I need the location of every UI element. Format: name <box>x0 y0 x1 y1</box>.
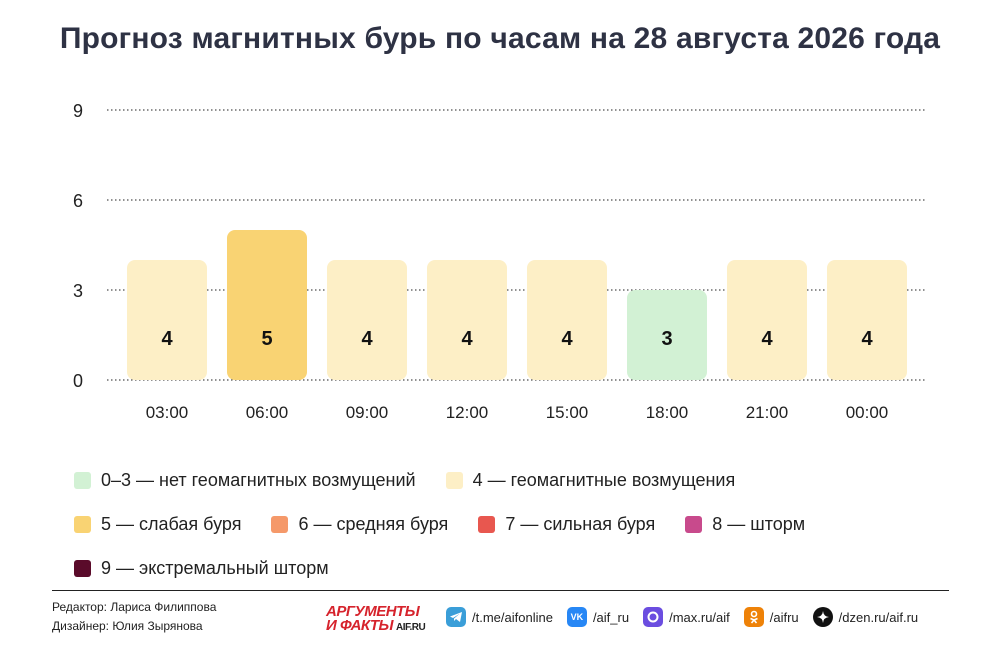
y-tick-label: 9 <box>73 101 83 121</box>
bar <box>527 260 607 380</box>
chart-title: Прогноз магнитных бурь по часам на 28 ав… <box>59 22 941 55</box>
vk-icon: VK <box>566 607 587 627</box>
legend-swatch <box>445 471 463 489</box>
bar <box>227 230 307 380</box>
legend-label: 7 — сильная буря <box>505 513 656 534</box>
legend-item-7: 7 — сильная буря <box>478 514 655 535</box>
social-label: /aif_ru <box>592 609 630 625</box>
legend-item-9: 9 — экстремальный шторм <box>74 558 329 579</box>
bar <box>827 260 907 380</box>
bar <box>627 290 707 380</box>
telegram-icon <box>446 607 466 627</box>
legend-row: 0–3 — нет геомагнитных возмущений 4 — ге… <box>74 458 954 502</box>
data-label: 3 <box>661 328 672 350</box>
legend-swatch <box>271 515 289 533</box>
bar <box>727 260 807 380</box>
dzen-icon <box>812 607 833 627</box>
legend-item-4: 4 — геомагнитные возмущения <box>445 469 736 491</box>
logo-top-text: АРГУМЕНТЫ <box>326 603 420 620</box>
logo-bottom: И ФАКТЫ AIF.RU <box>326 617 434 635</box>
logo-bottom-text: И ФАКТЫ <box>326 617 394 634</box>
data-label: 4 <box>461 328 473 350</box>
x-tick-label: 09:00 <box>346 403 389 422</box>
legend-label: 9 — экстремальный шторм <box>101 557 329 578</box>
legend: 0–3 — нет геомагнитных возмущений 4 — ге… <box>74 458 954 590</box>
data-label: 5 <box>261 328 272 350</box>
social-vk[interactable]: VK /aif_ru <box>566 607 630 627</box>
legend-label: 0–3 — нет геомагнитных возмущений <box>101 469 416 490</box>
social-label: /max.ru/aif <box>669 609 730 625</box>
credits: Редактор: Лариса Филиппова Дизайнер: Юли… <box>52 598 216 636</box>
logo-site-text: AIF.RU <box>396 622 426 633</box>
bar <box>427 260 507 380</box>
legend-item-6: 6 — средняя буря <box>271 514 448 535</box>
social-dzen[interactable]: /dzen.ru/aif.ru <box>812 607 919 627</box>
legend-label: 8 — шторм <box>712 513 806 534</box>
x-tick-label: 21:00 <box>746 403 789 422</box>
aif-logo[interactable]: АРГУМЕНТЫ И ФАКТЫ AIF.RU <box>326 603 434 635</box>
legend-item-8: 8 — шторм <box>685 514 805 535</box>
legend-item-0-3: 0–3 — нет геомагнитных возмущений <box>74 470 416 491</box>
x-tick-label: 03:00 <box>146 403 189 422</box>
data-label: 4 <box>861 328 873 350</box>
social-label: /aifru <box>769 609 799 625</box>
legend-swatch <box>74 471 91 489</box>
max-icon <box>643 607 664 627</box>
y-tick-label: 3 <box>73 281 83 301</box>
legend-label: 6 — средняя буря <box>298 513 449 534</box>
social-telegram[interactable]: /t.me/aifonline <box>446 607 553 627</box>
x-tick-label: 00:00 <box>846 403 889 422</box>
data-label: 4 <box>761 328 773 350</box>
y-tick-label: 6 <box>73 191 83 211</box>
social-label: /t.me/aifonline <box>472 609 553 625</box>
legend-swatch <box>685 515 703 533</box>
legend-swatch <box>74 515 91 533</box>
data-label: 4 <box>361 328 373 350</box>
social-max[interactable]: /max.ru/aif <box>643 607 730 627</box>
bar-chart: 0 3 6 9 4 03:00 5 06:00 4 09:00 4 12:00 4 15:00 3 18:00… <box>73 101 926 422</box>
social-odnoklassniki[interactable]: /aifru <box>743 607 799 627</box>
x-tick-label: 15:00 <box>546 403 589 422</box>
data-label: 4 <box>161 328 173 350</box>
legend-swatch <box>74 559 91 577</box>
legend-label: 5 — слабая буря <box>101 513 242 534</box>
legend-row: 9 — экстремальный шторм <box>74 546 954 590</box>
legend-row: 5 — слабая буря 6 — средняя буря 7 — сил… <box>74 502 954 546</box>
x-tick-label: 18:00 <box>646 403 689 422</box>
legend-label: 4 — геомагнитные возмущения <box>472 469 736 490</box>
social-links: /t.me/aifonline VK /aif_ru /max.ru/aif /… <box>446 607 932 627</box>
editor-credit: Редактор: Лариса Филиппова <box>52 600 217 614</box>
bar <box>327 260 407 380</box>
legend-item-5: 5 — слабая буря <box>74 514 241 535</box>
y-tick-label: 0 <box>73 371 83 391</box>
odnoklassniki-icon <box>743 607 764 627</box>
designer-credit: Дизайнер: Юлия Зырянова <box>52 619 203 633</box>
social-label: /dzen.ru/aif.ru <box>838 609 919 625</box>
bar <box>127 260 207 380</box>
x-tick-label: 12:00 <box>446 403 489 422</box>
x-tick-label: 06:00 <box>246 403 289 422</box>
legend-swatch <box>478 515 496 533</box>
data-label: 4 <box>561 328 573 350</box>
footer-divider <box>52 590 949 591</box>
